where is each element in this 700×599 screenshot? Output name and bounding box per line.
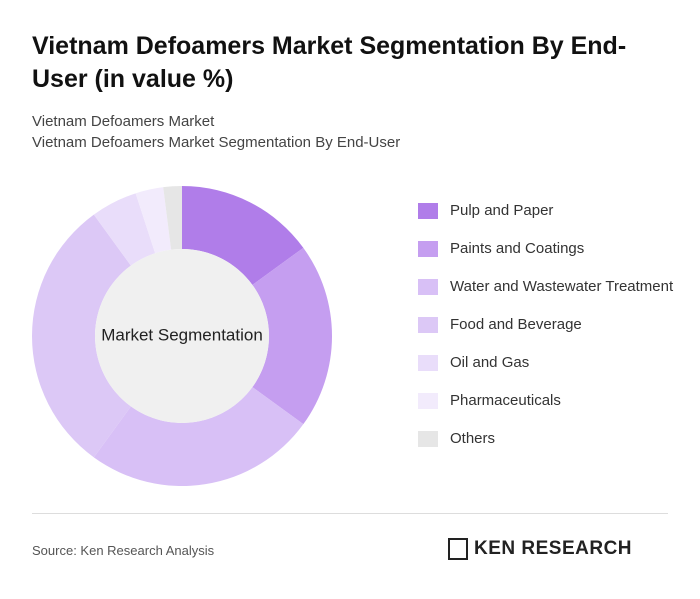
center-label: Market Segmentation	[101, 325, 263, 344]
legend-swatch	[418, 203, 438, 219]
legend-swatch	[418, 393, 438, 409]
subtitle: Vietnam Defoamers Market	[32, 113, 215, 130]
legend-swatch	[418, 431, 438, 447]
donut-segment	[31, 214, 131, 458]
legend-swatch	[418, 241, 438, 257]
donut-chart: Market Segmentation	[31, 186, 332, 486]
legend-swatch	[418, 317, 438, 333]
legend-label: Pharmaceuticals	[450, 392, 561, 409]
logo-icon	[448, 538, 468, 560]
donut-segment	[252, 247, 332, 425]
donut-segment	[135, 187, 172, 254]
legend-label: Others	[450, 430, 496, 447]
legend-item: Others	[418, 428, 678, 450]
donut-segment	[93, 387, 304, 486]
legend-label: Oil and Gas	[450, 354, 530, 371]
donut-hole	[95, 249, 269, 423]
legend-item: Paints and Coatings	[418, 238, 678, 260]
legend-item: Food and Beverage	[418, 314, 678, 336]
subtitle: Vietnam Defoamers Market Segmentation By…	[32, 134, 401, 151]
legend: Pulp and Paper Paints and Coatings Water a…	[418, 200, 678, 466]
legend-swatch	[418, 355, 438, 371]
source: Source: Ken Research Analysis	[32, 543, 215, 558]
legend-item: Water and Wastewater Treatment	[418, 276, 678, 298]
donut-segment	[182, 186, 304, 285]
legend-item: Pulp and Paper	[418, 200, 678, 222]
divider	[32, 513, 668, 514]
legend-item: Oil and Gas	[418, 352, 678, 374]
donut-segment	[163, 186, 182, 250]
legend-label: Pulp and Paper	[450, 202, 554, 219]
legend-label: Paints and Coatings	[450, 240, 585, 257]
legend-label: Food and Beverage	[450, 316, 582, 333]
legend-label: Water and Wastewater Treatment	[450, 278, 674, 295]
logo: KEN RESEARCH	[448, 538, 632, 560]
legend-item: Pharmaceuticals	[418, 390, 678, 412]
donut-segment	[93, 193, 156, 266]
chart-title: Vietnam Defoamers Market Segmentation By…	[32, 32, 627, 93]
legend-swatch	[418, 279, 438, 295]
logo-text: KEN RESEARCH	[474, 538, 633, 559]
